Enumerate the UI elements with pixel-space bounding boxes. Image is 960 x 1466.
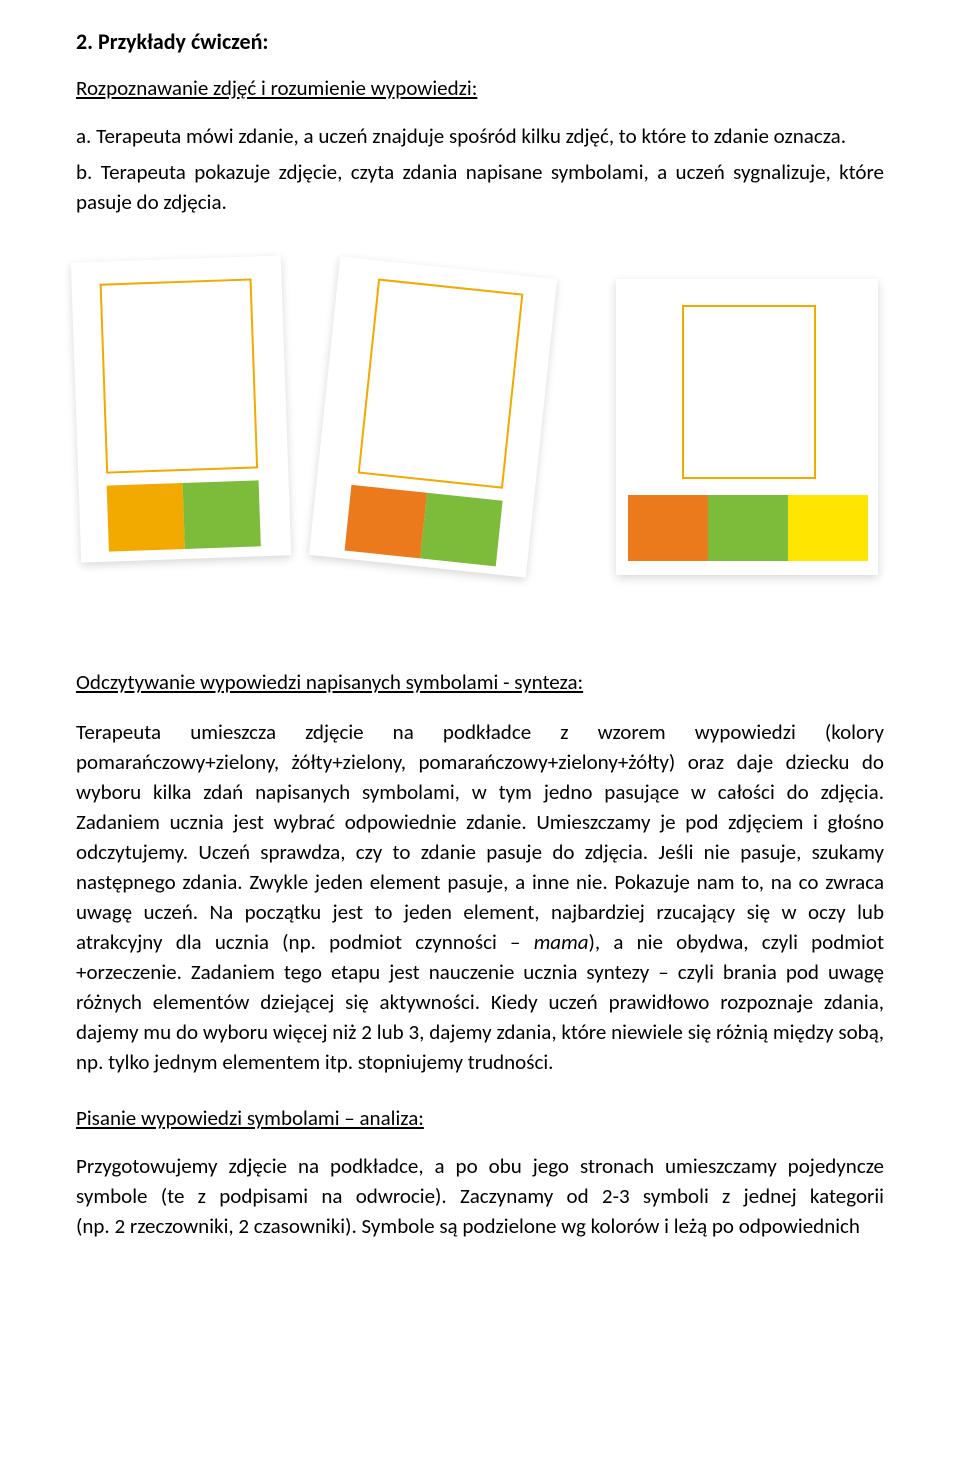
paragraph-b: b. Terapeuta pokazuje zdjęcie, czyta zda…	[76, 157, 884, 217]
subsection-2-title: Odczytywanie wypowiedzi napisanych symbo…	[76, 669, 884, 695]
card-outline	[682, 305, 816, 479]
cards-figure	[76, 237, 884, 607]
paragraph-synteza-em: mama	[534, 929, 589, 955]
card-3	[616, 279, 878, 575]
color-swatch	[107, 483, 185, 552]
card-2	[309, 256, 557, 577]
card-outline	[358, 279, 524, 489]
card-1	[71, 255, 291, 562]
color-swatch	[345, 485, 427, 559]
section-heading: 2. Przykłady ćwiczeń:	[76, 28, 884, 55]
paragraph-a: a. Terapeuta mówi zdanie, a uczeń znajdu…	[76, 121, 884, 151]
color-swatch	[420, 493, 502, 567]
subsection-3-title: Pisanie wypowiedzi symbolami – analiza:	[76, 1105, 884, 1131]
color-swatch	[788, 495, 868, 561]
color-swatch	[628, 495, 708, 561]
color-swatch	[183, 480, 261, 549]
color-swatch	[708, 495, 788, 561]
paragraph-analiza: Przygotowujemy zdjęcie na podkładce, a p…	[76, 1151, 884, 1241]
paragraph-synteza: Terapeuta umieszcza zdjęcie na podkładce…	[76, 717, 884, 1077]
document-page: 2. Przykłady ćwiczeń: Rozpoznawanie zdję…	[0, 0, 960, 1251]
paragraph-synteza-pre: Terapeuta umieszcza zdjęcie na podkładce…	[76, 719, 884, 955]
subsection-1-title: Rozpoznawanie zdjęć i rozumienie wypowie…	[76, 75, 884, 101]
card-outline	[100, 279, 259, 474]
